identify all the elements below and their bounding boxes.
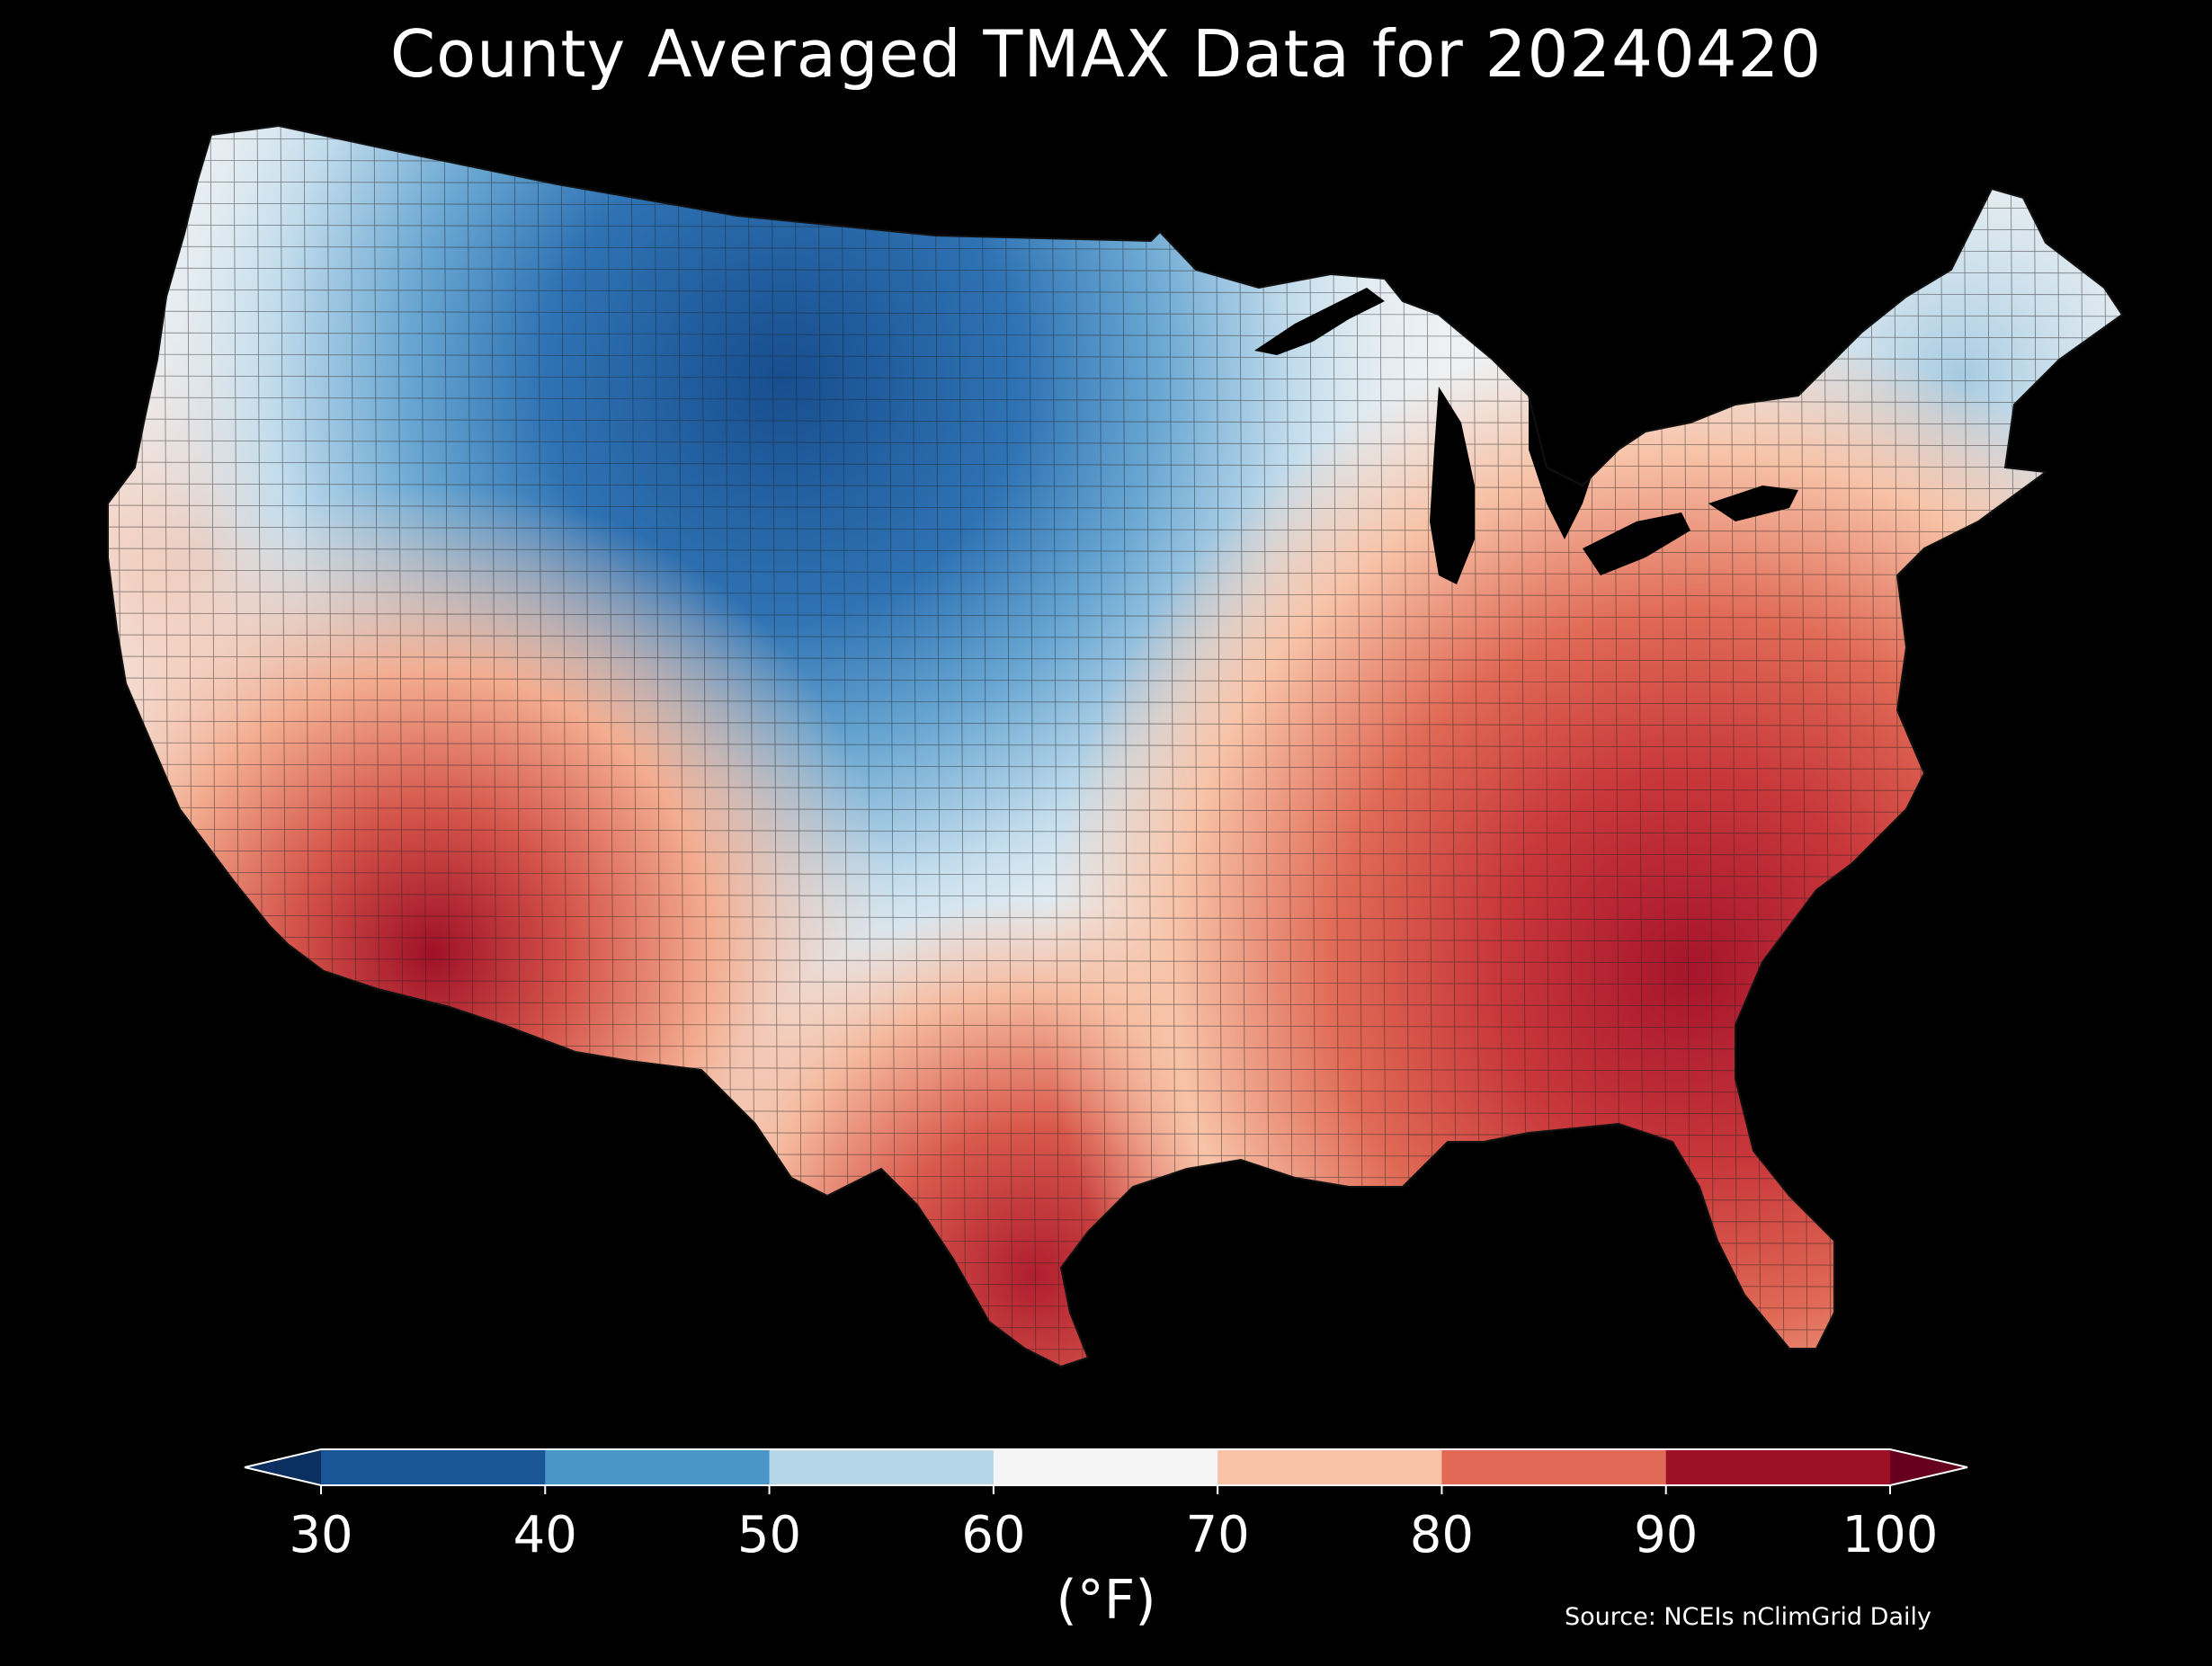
colorbar-under-extension [245,1449,321,1485]
colorbar-tick-label: 40 [513,1506,577,1564]
map-title: County Averaged TMAX Data for 20240420 [389,16,1823,92]
great-lakes [1254,288,1798,584]
colorbar-unit-label: (°F) [1056,1569,1156,1632]
colorbar-bin-40-50 [545,1449,771,1485]
colorbar-tick-label: 100 [1842,1506,1939,1564]
colorbar-tick-label: 80 [1409,1506,1475,1564]
colorbar-tick-label: 90 [1634,1506,1699,1564]
source-credit: Source: NCEIs nClimGrid Daily [1565,1603,1931,1631]
colorbar [244,1448,1968,1494]
colorbar-bin-70-80 [1217,1449,1442,1485]
colorbar-tick-label: 30 [289,1506,353,1564]
colorbar-tick-label: 70 [1185,1506,1250,1564]
colorbar-tick-label: 60 [961,1506,1026,1564]
colorbar-bin-50-60 [769,1449,995,1485]
colorbar-bin-60-70 [993,1449,1218,1485]
colorbar-bin-90-100 [1665,1449,1891,1485]
colorbar-tick-label: 50 [736,1506,802,1564]
colorbar-bin-80-90 [1441,1449,1667,1485]
colorbar-bin-30-40 [321,1449,546,1485]
colorbar-over-extension [1890,1449,1967,1485]
